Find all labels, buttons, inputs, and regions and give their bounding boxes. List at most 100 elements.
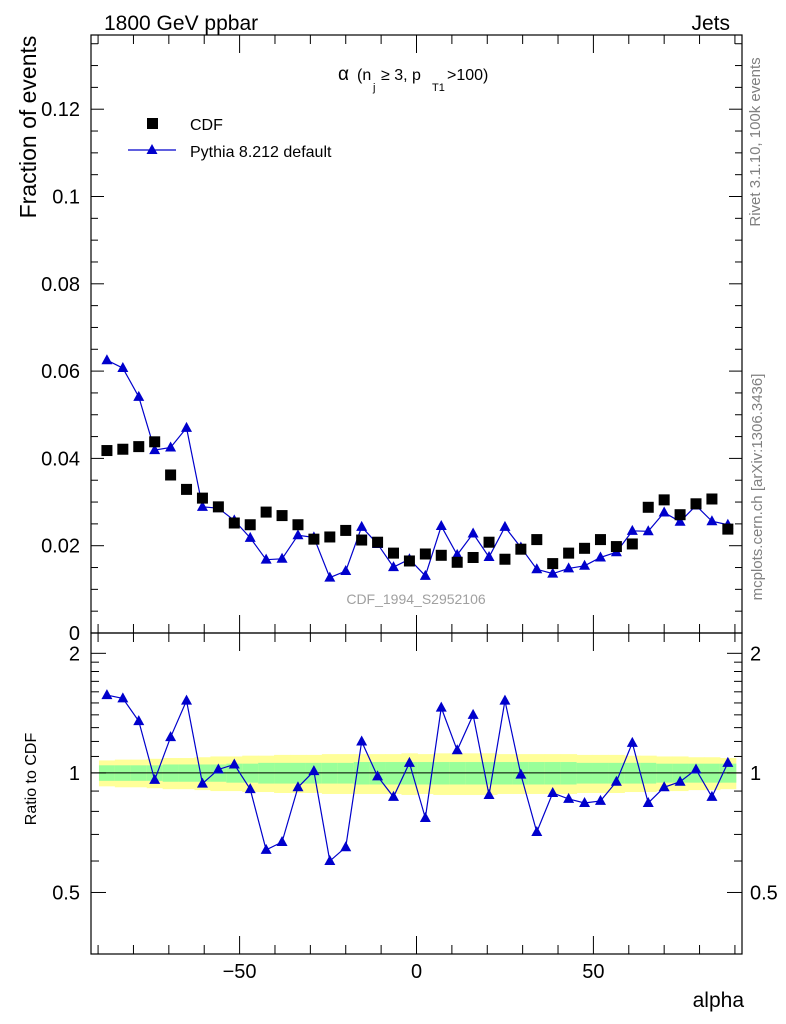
ratio-pythia-point xyxy=(579,796,591,807)
main-y-tick-label: 0.1 xyxy=(52,187,80,209)
main-pythia-line xyxy=(106,359,728,579)
main-pythia-point xyxy=(276,552,288,563)
x-tick-label: 0 xyxy=(411,961,422,983)
ratio-axis-ticks xyxy=(91,633,742,954)
main-pythia-point xyxy=(324,571,336,582)
ratio-pythia-point xyxy=(642,796,654,807)
main-axis-ticks xyxy=(91,35,742,634)
main-pythia-point xyxy=(626,524,638,535)
main-cdf-point xyxy=(626,538,638,550)
analysis-watermark: CDF_1994_S2952106 xyxy=(346,591,486,607)
main-pythia-point xyxy=(435,520,447,531)
ratio-pythia-point xyxy=(674,775,686,786)
ratio-pythia-point xyxy=(356,735,368,746)
ratio-pythia-point xyxy=(690,763,702,774)
main-pythia-point xyxy=(181,421,193,432)
main-cdf-point xyxy=(467,551,479,563)
header-collision-label: 1800 GeV ppbar xyxy=(104,12,258,35)
ratio-pythia-point xyxy=(101,689,113,700)
main-cdf-point xyxy=(722,523,734,535)
ratio-pythia-point xyxy=(531,825,543,836)
main-pythia-point xyxy=(451,548,463,559)
legend-pythia-label: Pythia 8.212 default xyxy=(190,144,332,161)
main-cdf-point xyxy=(579,542,591,554)
ratio-pythia-point xyxy=(610,775,622,786)
main-pythia-point xyxy=(579,559,591,570)
rivet-version-label: Rivet 3.1.10, 100k events xyxy=(747,57,764,226)
ratio-pythia-point xyxy=(706,790,718,801)
main-cdf-point xyxy=(388,547,400,559)
main-y-axis-label: Fraction of events xyxy=(15,36,41,219)
ratio-pythia-point xyxy=(451,744,463,755)
main-pythia-point xyxy=(340,565,352,576)
main-cdf-point xyxy=(483,536,495,548)
ratio-x-tick-labels: −50 0 50 xyxy=(223,961,605,983)
main-cdf-point xyxy=(706,493,718,505)
main-pythia-point xyxy=(658,506,670,517)
ratio-pythia-point xyxy=(722,756,734,767)
main-cdf-point xyxy=(356,534,368,546)
main-pythia-point xyxy=(196,500,208,511)
main-pythia-point xyxy=(642,525,654,536)
ratio-y-tick-label-left: 0.5 xyxy=(52,882,80,904)
main-cdf-point xyxy=(324,531,336,543)
main-cdf-point xyxy=(181,483,193,495)
main-cdf-point xyxy=(610,541,622,553)
main-cdf-point xyxy=(435,549,447,561)
main-cdf-point xyxy=(276,510,288,522)
ratio-pythia-point xyxy=(403,756,415,767)
x-tick-label: 50 xyxy=(582,961,604,983)
main-cdf-point xyxy=(515,543,527,555)
ratio-pythia-point xyxy=(594,794,606,805)
main-cdf-point xyxy=(165,469,177,481)
main-pythia-point xyxy=(547,567,559,578)
main-pythia-point xyxy=(149,444,161,455)
main-cdf-point xyxy=(658,494,670,506)
main-pythia-point xyxy=(101,354,113,365)
ratio-pythia-point xyxy=(419,811,431,822)
main-pythia-point xyxy=(467,527,479,538)
main-cdf-point xyxy=(292,519,304,531)
title-sub-j: j xyxy=(372,82,375,94)
main-pythia-point xyxy=(531,563,543,574)
ratio-pythia-point xyxy=(372,770,384,781)
title-alpha: α xyxy=(338,64,349,85)
ratio-pythia-point xyxy=(626,736,638,747)
main-cdf-point xyxy=(149,436,161,448)
main-y-tick-label: 0.12 xyxy=(41,99,80,121)
main-pythia-point xyxy=(133,390,145,401)
main-y-tick-label: 0.04 xyxy=(41,448,80,470)
legend-cdf-marker xyxy=(147,118,158,129)
ratio-pythia-point xyxy=(212,763,224,774)
main-pythia-point xyxy=(356,520,368,531)
ratio-pythia-point xyxy=(244,783,256,794)
main-pythia-point xyxy=(292,529,304,540)
main-pythia-point xyxy=(674,515,686,526)
main-pythia-point xyxy=(594,551,606,562)
main-y-tick-label: 0.08 xyxy=(41,274,80,296)
main-y-tick-label: 0 xyxy=(69,623,80,645)
main-y-tick-labels: 0 0.02 0.04 0.06 0.08 0.1 0.12 xyxy=(41,99,80,645)
ratio-pythia-point xyxy=(133,715,145,726)
main-cdf-point xyxy=(419,548,431,560)
ratio-pythia-point xyxy=(467,708,479,719)
main-cdf-point xyxy=(451,556,463,568)
ratio-y-tick-label-left: 2 xyxy=(69,643,80,665)
title-part-mid: ≥ 3, p xyxy=(381,67,421,84)
main-pythia-series xyxy=(101,354,734,582)
ratio-pythia-line xyxy=(106,694,729,863)
main-cdf-point xyxy=(674,509,686,521)
ratio-pythia-series xyxy=(101,689,734,866)
main-cdf-point xyxy=(196,492,208,504)
ratio-pythia-point xyxy=(340,841,352,852)
main-pythia-point xyxy=(706,515,718,526)
ratio-y-tick-label-right: 0.5 xyxy=(750,882,778,904)
ratio-pythia-point xyxy=(388,790,400,801)
ratio-pythia-point xyxy=(276,835,288,846)
main-panel-title: α (n j ≥ 3, p T1 >100) xyxy=(338,64,488,94)
main-cdf-point xyxy=(403,555,415,567)
main-cdf-point xyxy=(563,547,575,559)
title-sub-t: T1 xyxy=(432,82,445,94)
ratio-pythia-point xyxy=(499,694,511,705)
ratio-pythia-point xyxy=(117,692,129,703)
